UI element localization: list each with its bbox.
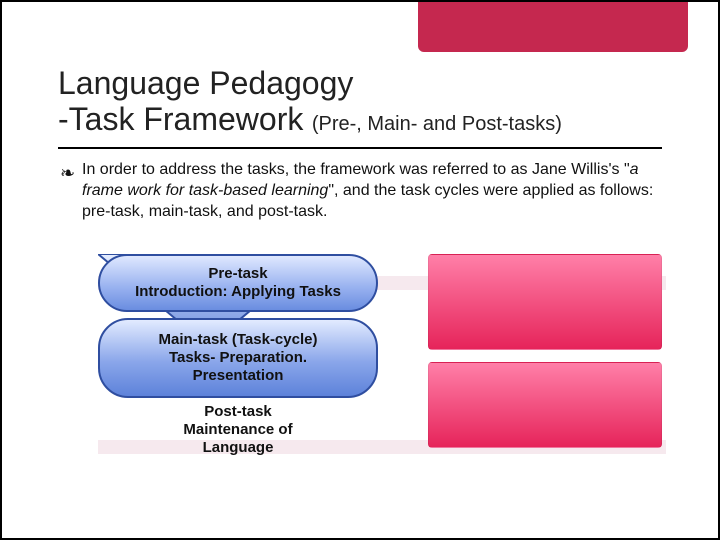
- slide: Language Pedagogy -Task Framework (Pre-,…: [0, 0, 720, 540]
- node-maintask: Main-task (Task-cycle) Tasks- Preparatio…: [98, 318, 378, 398]
- title-line-1: Language Pedagogy: [58, 66, 662, 101]
- title-line-2-wrap: -Task Framework (Pre-, Main- and Post-ta…: [58, 101, 662, 138]
- maintask-line1: Main-task (Task-cycle): [159, 331, 318, 349]
- slide-title: Language Pedagogy -Task Framework (Pre-,…: [58, 66, 662, 138]
- title-subtext: (Pre-, Main- and Post-tasks): [312, 113, 562, 135]
- node-maintask-label: Main-task (Task-cycle) Tasks- Preparatio…: [159, 331, 318, 385]
- right-block-1: [428, 254, 662, 350]
- maintask-line2: Tasks- Preparation.: [159, 349, 318, 367]
- right-block-2: [428, 362, 662, 448]
- body-text-1: In order to address the tasks, the frame…: [82, 161, 630, 178]
- posttask-line3: Language: [183, 439, 292, 457]
- body-paragraph: ❧ In order to address the tasks, the fra…: [82, 160, 672, 222]
- header-accent-block: [418, 2, 688, 52]
- node-pretask-label: Pre-task Introduction: Applying Tasks: [135, 265, 341, 301]
- pretask-line1: Pre-task: [135, 265, 341, 283]
- bullet-glyph-icon: ❧: [60, 162, 75, 185]
- node-posttask-label: Post-task Maintenance of Language: [128, 402, 348, 458]
- pretask-line2: Introduction: Applying Tasks: [135, 283, 341, 301]
- title-line-2: -Task Framework: [58, 101, 303, 137]
- task-cycle-diagram: Pre-task Introduction: Applying Tasks Ma…: [98, 254, 668, 504]
- posttask-line1: Post-task: [183, 403, 292, 421]
- posttask-line2: Maintenance of: [183, 421, 292, 439]
- maintask-line3: Presentation: [159, 367, 318, 385]
- title-underline: [58, 147, 662, 149]
- node-pretask: Pre-task Introduction: Applying Tasks: [98, 254, 378, 312]
